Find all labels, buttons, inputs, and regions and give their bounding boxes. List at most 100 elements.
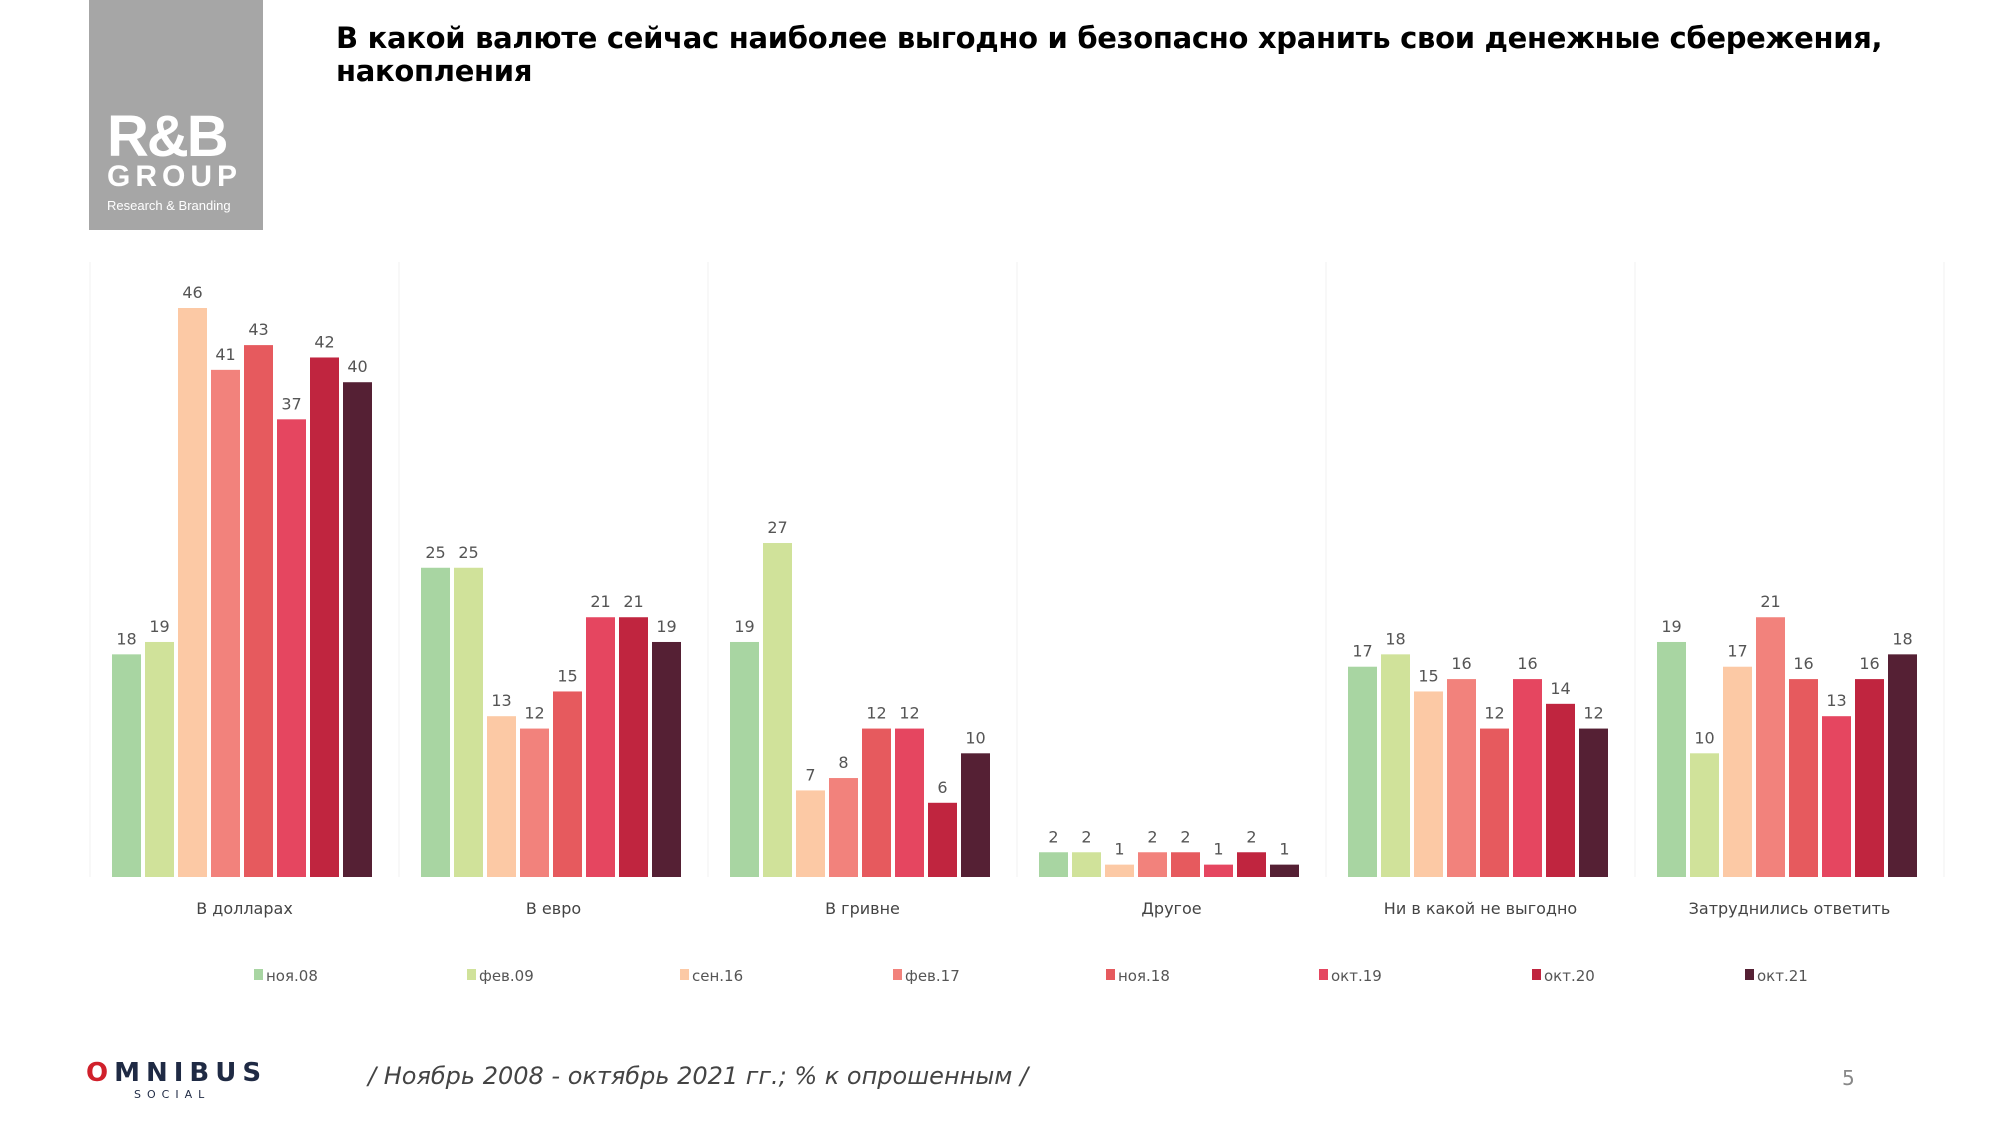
data-label: 13 xyxy=(491,691,511,710)
bar xyxy=(1039,852,1068,877)
data-label: 1 xyxy=(1213,840,1223,859)
bar xyxy=(1855,679,1884,877)
data-label: 14 xyxy=(1550,679,1570,698)
data-label: 7 xyxy=(805,765,815,784)
legend-swatch xyxy=(1319,969,1328,980)
bar xyxy=(862,728,891,877)
bar xyxy=(211,369,240,877)
data-label: 27 xyxy=(767,518,787,537)
legend-label: сен.16 xyxy=(692,967,743,985)
bar xyxy=(829,778,858,877)
data-label: 18 xyxy=(1385,629,1405,648)
bar xyxy=(730,641,759,877)
bar xyxy=(520,728,549,877)
bar xyxy=(310,357,339,877)
data-label: 46 xyxy=(182,283,202,302)
bar xyxy=(244,345,273,877)
data-label: 25 xyxy=(425,543,445,562)
data-label: 2 xyxy=(1246,827,1256,846)
data-label: 12 xyxy=(524,704,544,723)
data-label: 1 xyxy=(1114,840,1124,859)
legend-label: окт.20 xyxy=(1544,967,1595,985)
legend-swatch xyxy=(1532,969,1541,980)
data-label: 13 xyxy=(1826,691,1846,710)
bar xyxy=(1138,852,1167,877)
omnibus-logo: OMNIBUS SOCIAL xyxy=(86,1058,267,1101)
data-label: 16 xyxy=(1517,654,1537,673)
bar xyxy=(1888,654,1917,877)
legend-label: фев.09 xyxy=(479,967,534,985)
data-label: 25 xyxy=(458,543,478,562)
data-label: 12 xyxy=(1583,704,1603,723)
data-label: 19 xyxy=(656,617,676,636)
bar xyxy=(1822,716,1851,877)
bar xyxy=(1480,728,1509,877)
data-label: 42 xyxy=(314,332,334,351)
bar xyxy=(421,567,450,877)
bar xyxy=(145,641,174,877)
footnote: / Ноябрь 2008 - октябрь 2021 гг.; % к оп… xyxy=(368,1062,1029,1090)
legend-label: окт.21 xyxy=(1757,967,1808,985)
bar xyxy=(277,419,306,877)
data-label: 12 xyxy=(866,704,886,723)
data-label: 15 xyxy=(557,666,577,685)
legend-swatch xyxy=(893,969,902,980)
data-label: 21 xyxy=(1760,592,1780,611)
bar xyxy=(112,654,141,877)
data-label: 10 xyxy=(1694,728,1714,747)
bar xyxy=(454,567,483,877)
legend-swatch xyxy=(254,969,263,980)
logo-text: GROUP xyxy=(107,160,243,193)
bar xyxy=(1690,753,1719,877)
legend-swatch xyxy=(1106,969,1115,980)
bar xyxy=(1546,703,1575,877)
legend-label: фев.17 xyxy=(905,967,960,985)
bar xyxy=(895,728,924,877)
bar xyxy=(1756,617,1785,877)
category-label: Ни в какой не выгодно xyxy=(1384,899,1577,918)
bar xyxy=(1789,679,1818,877)
page-number: 5 xyxy=(1842,1066,1855,1090)
logo-text: R&B xyxy=(107,104,229,169)
data-label: 19 xyxy=(149,617,169,636)
bar xyxy=(796,790,825,877)
data-label: 1 xyxy=(1279,840,1289,859)
bar xyxy=(961,753,990,877)
data-label: 43 xyxy=(248,320,268,339)
bar xyxy=(553,691,582,877)
category-label: Другое xyxy=(1141,899,1201,918)
omnibus-logo-sub: SOCIAL xyxy=(134,1088,211,1101)
legend-label: окт.19 xyxy=(1331,967,1382,985)
category-label: В евро xyxy=(526,899,581,918)
page-title: В какой валюте сейчас наиболее выгодно и… xyxy=(336,21,1883,88)
bar xyxy=(1657,641,1686,877)
bar xyxy=(763,543,792,877)
bar xyxy=(1447,679,1476,877)
logo-text: Research & Branding xyxy=(107,198,231,213)
data-label: 6 xyxy=(937,778,947,797)
data-label: 16 xyxy=(1859,654,1879,673)
bar xyxy=(652,641,681,877)
category-label: В гривне xyxy=(825,899,900,918)
bar xyxy=(1105,864,1134,877)
bar xyxy=(619,617,648,877)
bar xyxy=(586,617,615,877)
bar xyxy=(487,716,516,877)
bar xyxy=(1270,864,1299,877)
rb-group-logo: R&B GROUP Research & Branding xyxy=(89,0,263,230)
data-label: 40 xyxy=(347,357,367,376)
data-label: 16 xyxy=(1793,654,1813,673)
bar xyxy=(1579,728,1608,877)
data-label: 8 xyxy=(838,753,848,772)
data-label: 2 xyxy=(1180,827,1190,846)
bar xyxy=(1381,654,1410,877)
bar xyxy=(1171,852,1200,877)
data-label: 15 xyxy=(1418,666,1438,685)
data-label: 37 xyxy=(281,394,301,413)
bar xyxy=(1204,864,1233,877)
legend-label: ноя.18 xyxy=(1118,967,1170,985)
data-label: 10 xyxy=(965,728,985,747)
bar xyxy=(178,308,207,877)
bar xyxy=(1072,852,1101,877)
